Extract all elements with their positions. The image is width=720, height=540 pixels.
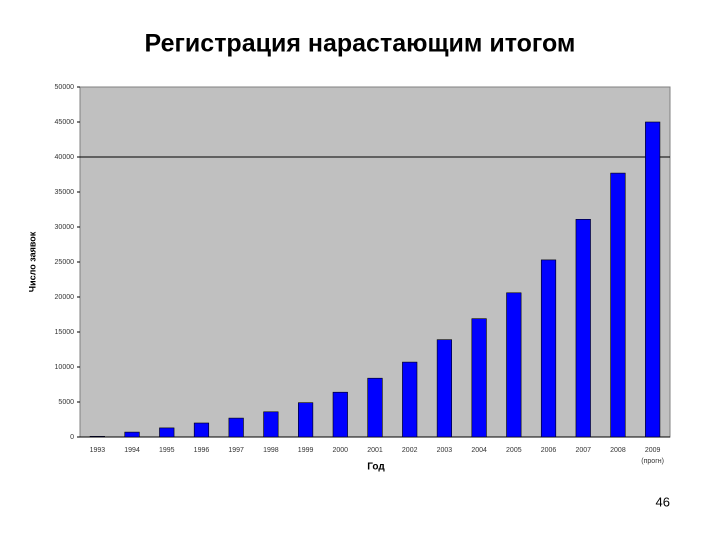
x-tick-label: 1995 <box>159 447 175 454</box>
chart-title: Регистрация нарастающим итогом <box>145 30 576 58</box>
x-tick-label: 1998 <box>263 447 279 454</box>
y-tick-label: 30000 <box>55 224 75 231</box>
bar <box>436 339 453 438</box>
x-tick-label: 2003 <box>437 447 453 454</box>
y-tick-label: 25000 <box>55 259 75 266</box>
bar <box>332 391 348 438</box>
x-tick-label: 2006 <box>541 447 557 454</box>
x-tick-label: 1997 <box>228 447 244 454</box>
bar <box>159 427 175 438</box>
bar <box>228 417 244 438</box>
x-tick-label: 1994 <box>124 447 140 454</box>
x-tick-label: 2005 <box>506 447 522 454</box>
bar <box>89 435 105 438</box>
y-tick-label: 50000 <box>55 84 75 91</box>
x-axis-label: Год <box>367 462 385 473</box>
y-tick-label: 15000 <box>55 329 75 336</box>
bar <box>263 411 279 438</box>
bar <box>367 377 383 438</box>
y-tick-label: 35000 <box>55 189 75 196</box>
y-tick-label: 45000 <box>55 119 75 126</box>
page-number: 46 <box>656 494 670 509</box>
bar <box>193 422 210 438</box>
x-tick-label: 2008 <box>610 447 626 454</box>
x-tick-label: 1993 <box>90 447 106 454</box>
y-tick-label: 0 <box>70 434 74 441</box>
bar <box>124 431 140 438</box>
y-tick-label: 10000 <box>55 364 75 371</box>
bar <box>610 172 626 438</box>
x-tick-label: 2002 <box>402 447 418 454</box>
x-tick-label: 1999 <box>298 447 314 454</box>
bar <box>540 259 557 438</box>
bar <box>471 318 487 438</box>
x-tick-label: 2000 <box>333 447 349 454</box>
bar <box>402 361 418 438</box>
bar <box>297 402 314 438</box>
x-tick-label: 2004 <box>471 447 487 454</box>
bar <box>506 292 522 438</box>
x-tick-label: 2007 <box>575 447 591 454</box>
x-tick-label: 2009 <box>645 447 661 454</box>
bar <box>575 219 591 438</box>
category-note: (прогн) <box>641 458 664 465</box>
y-axis-label: Число заявок <box>27 231 37 292</box>
x-tick-label: 2001 <box>367 447 383 454</box>
bar <box>645 121 661 438</box>
y-tick-label: 5000 <box>58 399 74 406</box>
x-tick-label: 1996 <box>194 447 210 454</box>
y-tick-label: 20000 <box>55 294 75 301</box>
y-tick-label: 40000 <box>55 154 75 161</box>
